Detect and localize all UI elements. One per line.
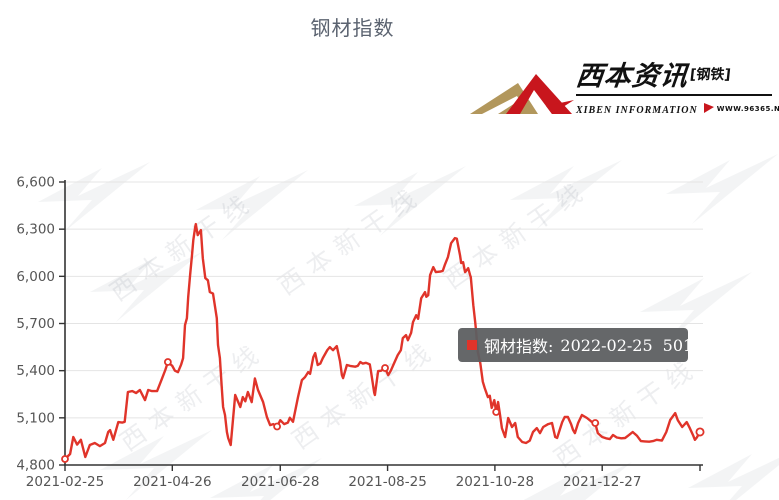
tooltip-series-label: 钢材指数: — [484, 337, 554, 356]
data-point-marker[interactable] — [61, 455, 69, 463]
x-tick-label: 2021-08-25 — [348, 474, 426, 490]
y-tick-label: 6,300 — [16, 222, 55, 238]
hovered-data-point[interactable] — [695, 427, 705, 437]
y-tick-label: 5,400 — [16, 363, 55, 379]
watermark-bolt-icon — [90, 252, 202, 322]
x-tick-label: 2021-04-26 — [133, 474, 211, 490]
y-tick-label: 4,800 — [16, 458, 55, 474]
watermark-text: 西本新干线 — [549, 352, 705, 473]
data-point-marker[interactable] — [273, 422, 281, 431]
page-title: 钢材指数 — [310, 16, 395, 40]
y-tick-label: 5,100 — [16, 410, 55, 426]
watermark-text: 西本新干线 — [273, 180, 429, 301]
watermark-text: 西本新干线 — [287, 334, 443, 455]
watermark-bolt-icon — [210, 458, 322, 500]
tooltip: 钢材指数: 2022-02-25 5010 — [458, 328, 703, 362]
watermark-bolt-icon — [640, 272, 752, 342]
watermark-bolt-icon — [666, 154, 778, 224]
watermark-bolt-icon — [354, 166, 466, 236]
red-wedge-icon — [703, 103, 714, 113]
mountain-logo-icon — [470, 74, 574, 114]
y-tick-label: 5,700 — [16, 316, 55, 332]
x-tick-label: 2021-06-28 — [241, 474, 319, 490]
watermark-bolt-icon — [196, 170, 308, 240]
data-point-marker[interactable] — [591, 419, 600, 427]
logo-url: WWW.96365.NET — [716, 105, 779, 113]
tooltip-date: 2022-02-25 — [560, 335, 653, 355]
y-tick-label: 6,600 — [16, 175, 55, 191]
data-point-marker[interactable] — [163, 358, 172, 366]
logo-subtitle: XIBEN INFORMATION — [576, 105, 698, 116]
data-point-marker[interactable] — [381, 364, 389, 372]
x-tick-label: 2021-10-28 — [456, 474, 534, 490]
x-tick-label: 2021-12-27 — [563, 474, 641, 490]
watermark-text: 西本新干线 — [105, 186, 261, 307]
data-point-marker[interactable] — [492, 408, 501, 416]
watermark-bolt-icon — [38, 162, 150, 232]
watermark-bolt-icon — [688, 454, 779, 500]
tooltip-series-marker-icon — [467, 340, 477, 350]
x-tick-label: 2021-02-25 — [26, 474, 104, 490]
watermark-bolt-icon — [523, 462, 632, 500]
watermark-bolt-icon — [510, 160, 622, 230]
y-tick-label: 6,000 — [16, 269, 55, 285]
tooltip-value: 5010 — [662, 335, 704, 355]
